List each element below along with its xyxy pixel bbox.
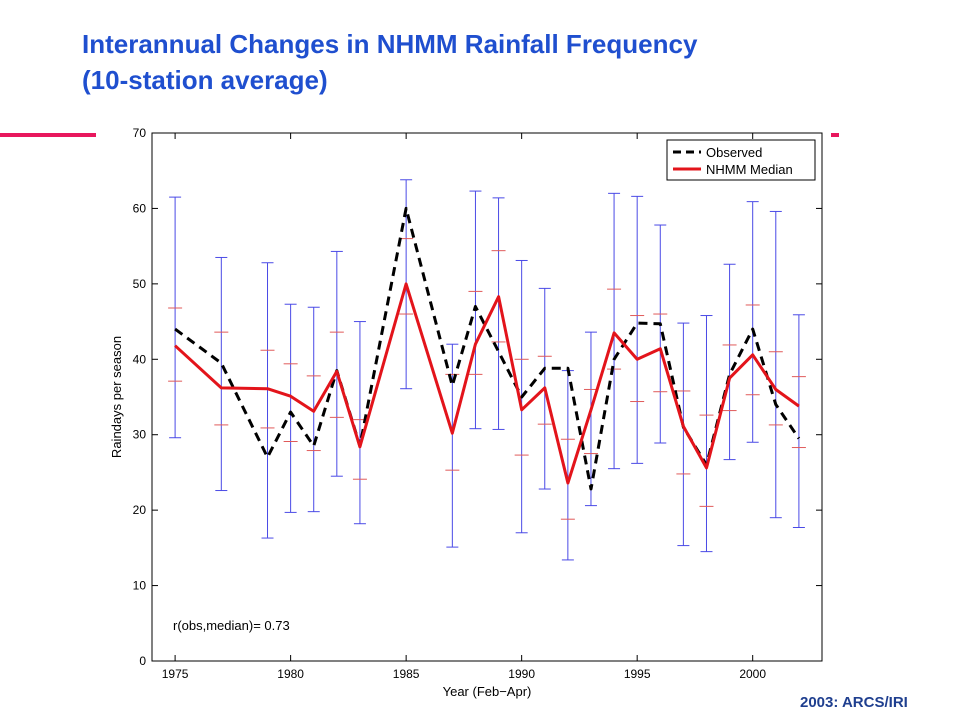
axis-ticks: 1975 1980 1985 1990 1995 2000 0 10 20 30 40 50 60 70	[133, 126, 822, 681]
x-tick-label: 1995	[624, 667, 651, 681]
y-tick-label: 70	[133, 126, 147, 140]
correlation-annotation: r(obs,median)= 0.73	[173, 618, 290, 633]
y-tick-label: 0	[139, 654, 146, 668]
title-line-2: (10-station average)	[82, 65, 328, 95]
legend-box	[666, 139, 816, 181]
series-lines	[174, 206, 801, 491]
accent-rule-left	[0, 133, 96, 137]
title-line-1: Interannual Changes in NHMM Rainfall Fre…	[82, 29, 698, 59]
x-tick-label: 1980	[277, 667, 304, 681]
y-tick-label: 20	[133, 503, 147, 517]
nhmm-median-line	[174, 282, 800, 485]
accent-rule-right	[831, 133, 839, 137]
legend-median-label: NHMM Median	[706, 162, 793, 177]
plot-frame	[151, 132, 823, 662]
x-axis-label: Year (Feb−Apr)	[443, 684, 532, 699]
x-tick-label: 1985	[393, 667, 420, 681]
x-tick-label: 1990	[508, 667, 535, 681]
y-axis-label: Raindays per season	[109, 336, 124, 458]
x-tick-label: 2000	[739, 667, 766, 681]
slide-title: Interannual Changes in NHMM Rainfall Fre…	[82, 26, 697, 98]
x-tick-label: 1975	[162, 667, 189, 681]
y-tick-label: 50	[133, 277, 147, 291]
credit-text: 2003: ARCS/IRI	[800, 694, 908, 711]
y-tick-label: 10	[133, 579, 147, 593]
legend-observed-label: Observed	[706, 145, 762, 160]
legend: Observed NHMM Median	[666, 139, 816, 181]
y-tick-label: 40	[133, 352, 147, 366]
y-tick-label: 60	[133, 201, 147, 215]
y-tick-label: 30	[133, 428, 147, 442]
